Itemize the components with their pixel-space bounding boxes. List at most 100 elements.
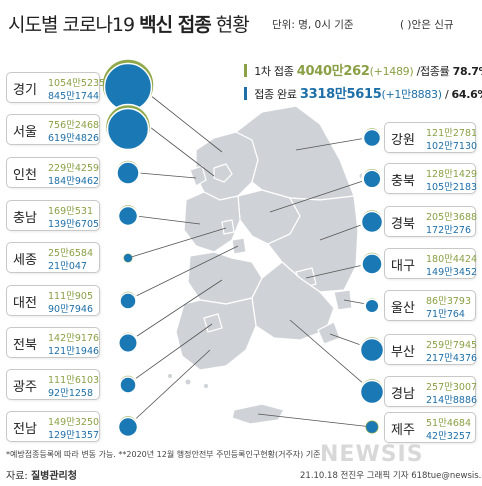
region-complete: 105만2183 bbox=[426, 182, 478, 193]
region-name: 부산 bbox=[391, 345, 415, 360]
region-first-dose: 169만531 bbox=[48, 206, 94, 217]
map-chungnam bbox=[183, 191, 241, 253]
region-complete: 102만7130 bbox=[426, 141, 478, 152]
region-first-dose: 86만3793 bbox=[426, 296, 472, 307]
bubbles-right bbox=[358, 126, 386, 434]
region-complete: 129만1357 bbox=[48, 430, 100, 441]
region-complete: 42만3257 bbox=[426, 431, 472, 442]
map-gyeongnam bbox=[251, 261, 335, 341]
connector-chungbuk bbox=[269, 177, 373, 213]
map-sejong bbox=[221, 219, 235, 235]
region-card-chungnam: 충남 169만531 139만6705 bbox=[6, 200, 100, 231]
first-dose-label: 1차 접종 bbox=[254, 65, 294, 78]
region-complete: 172만276 bbox=[426, 225, 472, 236]
region-card-jeonnam: 전남 149만3250 129만1357 bbox=[6, 411, 100, 442]
region-first-dose: 229만4259 bbox=[48, 163, 100, 174]
region-name: 인천 bbox=[13, 168, 37, 183]
connector-sejong bbox=[127, 227, 227, 259]
new-note: ( )안은 신규 bbox=[400, 19, 454, 31]
footnote: *예방접종등록에 따라 변동 가능. **2020년 12월 행정안전부 주민등… bbox=[6, 450, 321, 459]
first-dose-new: (+1489) bbox=[369, 65, 414, 78]
map-ulsan bbox=[333, 289, 353, 311]
map-seoul bbox=[213, 163, 233, 183]
region-name: 강원 bbox=[391, 133, 415, 148]
bubble-complete-gwangju bbox=[119, 376, 137, 394]
region-name: 충남 bbox=[13, 211, 37, 226]
region-card-daegu: 대구 180만4424 149만3452 bbox=[384, 248, 478, 279]
connector-jeonbuk bbox=[127, 279, 223, 343]
bubble-complete-daegu bbox=[361, 253, 383, 275]
region-first-dose: 149만3250 bbox=[48, 417, 100, 428]
region-complete: 90만7946 bbox=[48, 304, 94, 315]
newsis-watermark: NEWSIS bbox=[320, 442, 424, 467]
region-complete: 845만1744 bbox=[48, 91, 100, 102]
region-complete: 149만3452 bbox=[426, 267, 478, 278]
region-card-chungbuk: 충북 128만1429 105만2183 bbox=[384, 163, 478, 194]
region-name: 전남 bbox=[13, 422, 37, 437]
bubble-complete-chungnam bbox=[117, 205, 139, 227]
unit-label: 단위: 명, 0시 기준 bbox=[272, 19, 354, 31]
connector-jeju bbox=[257, 413, 373, 428]
connector-seoul bbox=[149, 126, 215, 177]
connector-daejeon bbox=[127, 245, 239, 301]
connector-jeonnam bbox=[127, 349, 211, 427]
complete-rate-label: / bbox=[444, 88, 449, 101]
map-daejeon bbox=[231, 237, 247, 255]
region-name: 대구 bbox=[391, 259, 415, 274]
region-complete: 214만8886 bbox=[426, 395, 478, 406]
page-title: 시도별 코로나19 백신 접종 현황 bbox=[8, 10, 250, 37]
region-name: 세종 bbox=[13, 253, 37, 268]
complete-label: 접종 완료 bbox=[254, 88, 297, 101]
bubble-complete-sejong bbox=[124, 254, 132, 262]
map-jeonbuk bbox=[187, 251, 263, 305]
bubble-complete-gyeongnam bbox=[359, 379, 385, 405]
bubble-complete-gyeongbuk bbox=[360, 210, 384, 234]
region-card-sejong: 세종 25만6584 21만047 bbox=[6, 242, 100, 273]
region-name: 광주 bbox=[13, 380, 37, 395]
region-name: 울산 bbox=[391, 301, 415, 316]
region-card-jeju: 제주 51만4684 42만3257 bbox=[384, 412, 476, 443]
first-dose-rate: 78.7% bbox=[452, 65, 482, 78]
region-first-dose: 111만905 bbox=[48, 291, 94, 302]
region-first-dose: 128만1429 bbox=[426, 169, 478, 180]
region-card-ulsan: 울산 86만3793 71만764 bbox=[384, 290, 476, 321]
bubble-complete-seoul bbox=[106, 107, 150, 151]
complete-legend-bar bbox=[244, 87, 247, 100]
title-part1: 시도별 코로나19 bbox=[8, 14, 140, 36]
bubble-complete-ulsan bbox=[364, 298, 380, 314]
summary-first-dose: 1차 접종 4040만262(+1489) /접종률 78.7% bbox=[244, 60, 482, 79]
region-name: 경남 bbox=[391, 387, 415, 402]
title-highlight: 백신 접종 bbox=[139, 14, 212, 36]
region-complete: 71만764 bbox=[426, 309, 465, 320]
region-name: 서울 bbox=[13, 125, 37, 140]
region-name: 충북 bbox=[391, 174, 415, 189]
first-dose-rate-label: /접종률 bbox=[416, 65, 450, 78]
region-first-dose: 756만2468 bbox=[48, 120, 100, 131]
region-first-dose: 259만7945 bbox=[426, 340, 478, 351]
region-complete: 121만1946 bbox=[48, 346, 100, 357]
region-name: 경기 bbox=[13, 83, 37, 98]
region-name: 전북 bbox=[13, 338, 37, 353]
region-complete: 217만4376 bbox=[426, 353, 478, 364]
first-dose-legend-bar bbox=[244, 64, 247, 77]
connector-chungnam bbox=[127, 214, 201, 225]
summary-complete: 접종 완료 3318만5615(+1만8883) / 64.6% bbox=[244, 83, 482, 102]
bubble-complete-incheon bbox=[116, 161, 140, 185]
region-first-dose: 111만6103 bbox=[48, 375, 100, 386]
bubble-complete-jeonbuk bbox=[118, 333, 138, 353]
source-value: 질병관리청 bbox=[30, 471, 77, 482]
map-gwangju bbox=[203, 313, 223, 333]
bubble-complete-chungbuk bbox=[362, 169, 382, 189]
region-name: 대전 bbox=[13, 296, 37, 311]
connector-gangwon bbox=[295, 136, 373, 151]
region-card-gyeonggi: 경기 1054만5235 845만1744 bbox=[6, 72, 105, 103]
title-part3: 현황 bbox=[210, 14, 250, 36]
bubble-complete-busan bbox=[359, 337, 385, 363]
bubble-complete-gangwon bbox=[362, 128, 382, 148]
source-label: 자료: bbox=[6, 471, 31, 482]
region-card-gyeongnam: 경남 257만3007 214만8886 bbox=[384, 376, 478, 407]
region-card-gyeongbuk: 경북 205만3688 172만276 bbox=[384, 206, 477, 237]
connector-gwangju bbox=[127, 323, 213, 385]
map-busan bbox=[317, 321, 341, 345]
